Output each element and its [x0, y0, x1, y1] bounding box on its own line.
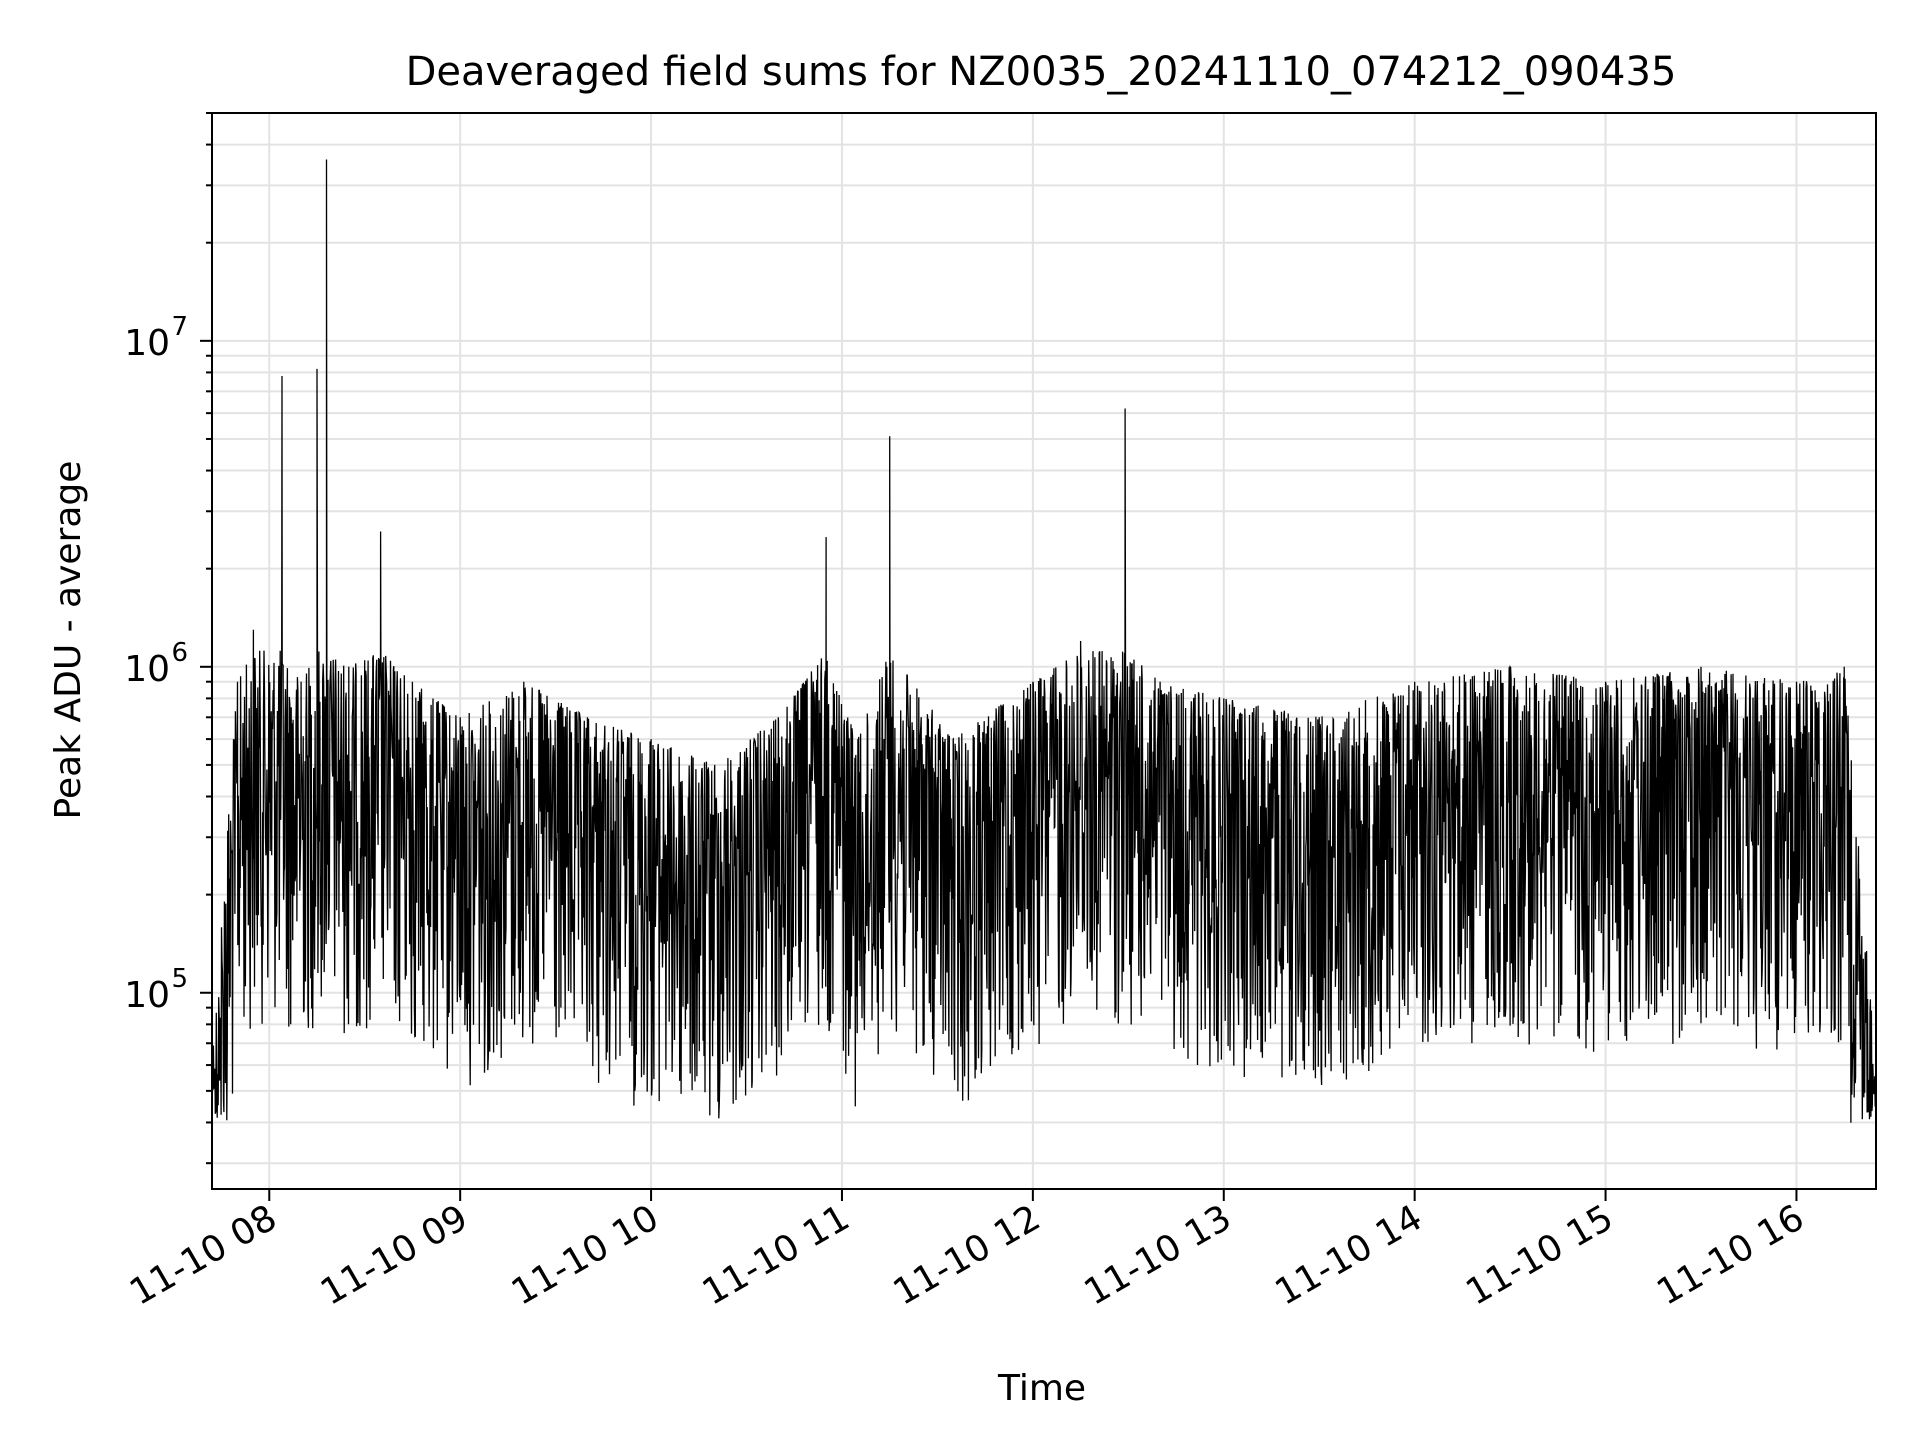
chart-title: Deaveraged field sums for NZ0035_2024111… [406, 49, 1677, 95]
y-tick-exponent: 5 [171, 964, 188, 994]
x-tick-label: 11-10 08 [123, 1197, 284, 1313]
x-tick-label: 11-10 11 [696, 1197, 857, 1313]
x-tick-label: 11-10 15 [1459, 1197, 1620, 1313]
x-axis: 11-10 08 11-10 09 11-10 10 11-10 11 11-10 12… [123, 1189, 1811, 1314]
x-tick-label: 11-10 14 [1268, 1197, 1429, 1313]
y-tick-label: 10 [124, 975, 170, 1016]
x-tick-label: 11-10 12 [887, 1197, 1048, 1313]
series-line [211, 159, 1877, 1123]
series-group [211, 159, 1877, 1123]
y-tick-exponent: 6 [171, 638, 188, 668]
x-tick-label: 11-10 10 [505, 1197, 666, 1313]
y-tick-exponent: 7 [171, 312, 188, 342]
x-axis-label: Time [997, 1368, 1086, 1409]
x-tick-label: 11-10 16 [1650, 1197, 1811, 1313]
y-tick-label: 10 [124, 649, 170, 690]
plot-frame [211, 112, 1877, 1190]
y-tick-label: 10 [124, 323, 170, 364]
y-axis-label: Peak ADU - average [48, 461, 89, 820]
x-tick-label: 11-10 13 [1078, 1197, 1239, 1313]
x-tick-label: 11-10 09 [314, 1197, 475, 1313]
